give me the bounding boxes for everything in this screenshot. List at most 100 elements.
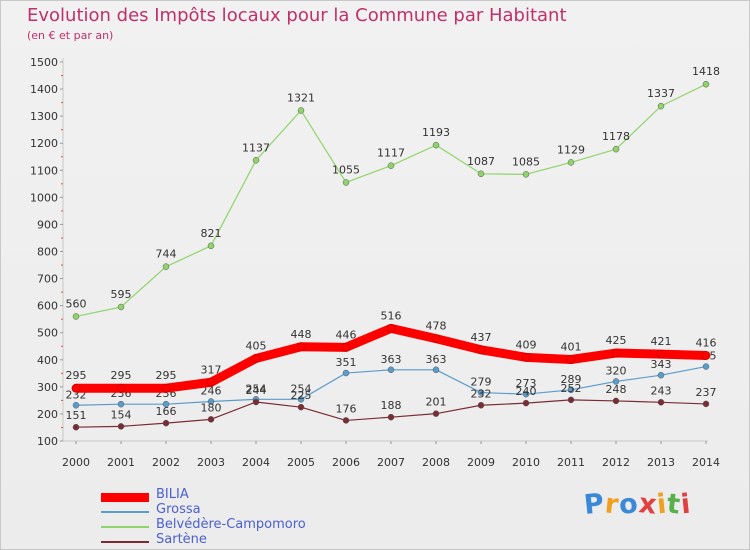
data-point — [657, 102, 665, 110]
data-point — [207, 416, 215, 423]
data-point — [567, 159, 575, 166]
x-tick-label: 2009 — [467, 456, 495, 469]
data-point — [252, 398, 260, 406]
data-point — [206, 377, 216, 387]
legend-swatch — [101, 541, 149, 543]
data-point — [431, 334, 441, 344]
data-point — [612, 145, 620, 153]
data-label: 1321 — [287, 91, 315, 104]
x-tick-label: 2002 — [152, 456, 180, 469]
data-point — [432, 366, 440, 374]
data-point — [567, 386, 575, 394]
data-point — [702, 363, 710, 370]
data-label: 343 — [651, 358, 672, 371]
series-line-belvédère-campomoro — [75, 83, 707, 318]
x-tick-label: 2001 — [107, 456, 135, 469]
data-point — [71, 383, 81, 393]
data-point — [342, 179, 350, 186]
data-label: 821 — [201, 227, 222, 240]
data-label: 448 — [291, 328, 312, 341]
data-point — [612, 378, 620, 385]
y-tick-label: 400 — [37, 354, 58, 367]
data-label: 295 — [111, 369, 132, 382]
data-point — [387, 366, 395, 374]
data-label: 560 — [66, 297, 87, 310]
data-label: 1178 — [602, 130, 630, 143]
x-tick-label: 2003 — [197, 456, 225, 469]
data-label: 437 — [471, 331, 492, 344]
data-point — [117, 423, 125, 430]
data-label: 401 — [561, 341, 582, 354]
data-label: 188 — [381, 399, 402, 412]
data-point — [161, 383, 171, 393]
x-tick-label: 2013 — [647, 456, 675, 469]
data-label: 425 — [606, 334, 627, 347]
legend-swatch — [101, 511, 149, 513]
y-tick-label: 1200 — [30, 137, 58, 150]
data-point — [701, 351, 711, 360]
data-point — [72, 313, 80, 320]
data-point — [72, 402, 80, 409]
x-tick-label: 2004 — [242, 456, 270, 469]
legend-label: Grossa — [156, 502, 201, 517]
data-label: 351 — [336, 356, 357, 369]
chart-subtitle: (en € et par an) — [27, 29, 114, 42]
data-label: 446 — [336, 328, 357, 341]
legend-swatch — [101, 526, 149, 528]
y-tick-label: 600 — [37, 300, 58, 313]
data-point — [162, 263, 170, 270]
x-tick-label: 2008 — [422, 456, 450, 469]
data-point — [296, 342, 306, 352]
data-label: 1337 — [647, 87, 675, 100]
data-point — [522, 399, 530, 407]
data-point — [656, 349, 666, 359]
data-point — [162, 400, 170, 408]
data-label: 279 — [471, 376, 492, 389]
data-point — [252, 157, 260, 164]
data-point — [612, 397, 620, 405]
data-point — [477, 170, 485, 178]
data-label: 421 — [651, 335, 672, 348]
data-point — [477, 389, 485, 396]
data-label: 1055 — [332, 163, 360, 176]
data-point — [117, 400, 125, 408]
data-label: 1193 — [422, 126, 450, 139]
y-tick-label: 100 — [37, 435, 58, 448]
data-point — [342, 417, 350, 424]
data-point — [207, 242, 215, 250]
data-label: 246 — [201, 384, 222, 397]
chart-title: Evolution des Impôts locaux pour la Comm… — [27, 5, 567, 26]
data-label: 248 — [606, 383, 627, 396]
data-point — [297, 396, 305, 403]
y-tick-label: 700 — [37, 273, 58, 286]
data-label: 225 — [291, 389, 312, 402]
data-label: 1085 — [512, 155, 540, 168]
data-point — [476, 345, 486, 355]
data-label: 166 — [156, 405, 177, 418]
x-tick-label: 2006 — [332, 456, 360, 469]
data-label: 243 — [651, 384, 672, 397]
data-label: 201 — [426, 396, 447, 409]
logo-letter: i — [679, 488, 694, 521]
data-label: 405 — [246, 339, 267, 352]
data-point — [251, 354, 261, 363]
proxiti-logo: Proxiti — [582, 488, 694, 521]
x-tick-label: 2010 — [512, 456, 540, 469]
legend-label: Sartène — [156, 532, 207, 547]
data-point — [341, 342, 351, 352]
y-tick-label: 800 — [37, 246, 58, 259]
data-point — [342, 369, 350, 377]
data-point — [387, 162, 395, 169]
y-tick-label: 1500 — [30, 56, 58, 69]
data-label: 478 — [426, 320, 447, 333]
data-point — [702, 400, 710, 408]
data-point — [207, 398, 215, 405]
data-point — [522, 390, 530, 398]
data-point — [162, 419, 170, 427]
data-label: 180 — [201, 401, 222, 414]
data-point — [566, 355, 576, 364]
data-label: 1418 — [692, 65, 720, 78]
data-label: 1129 — [557, 143, 585, 156]
x-tick-label: 2011 — [557, 456, 585, 469]
